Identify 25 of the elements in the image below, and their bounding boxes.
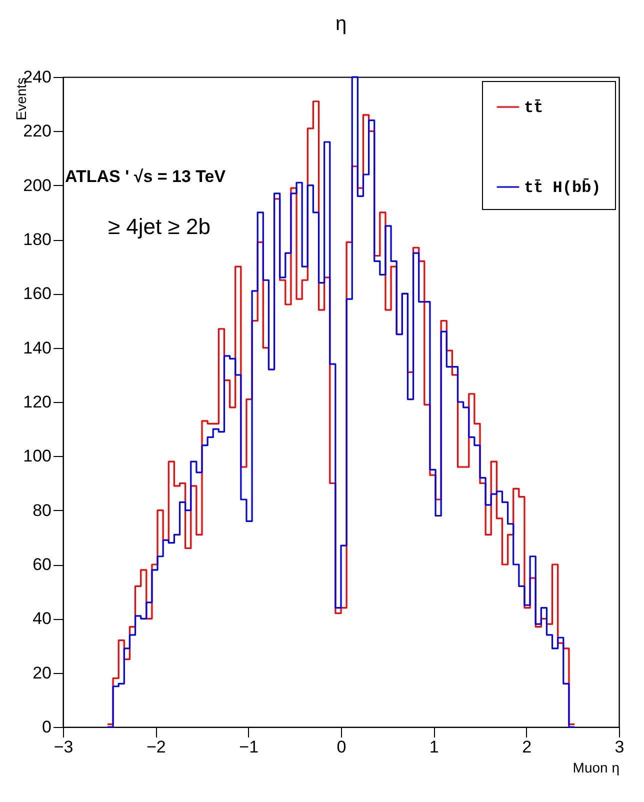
x-axis-title: Muon η — [572, 760, 620, 776]
x-tick-label: 1 — [429, 738, 439, 756]
y-tick-label: 100 — [23, 446, 52, 466]
legend-label: tt̄ H(bb̄) — [524, 178, 601, 197]
y-tick-label: 80 — [32, 500, 52, 520]
annotation: ATLAS ' √s = 13 TeV — [65, 167, 226, 186]
y-tick-label: 180 — [23, 230, 52, 249]
x-tick-label: 0 — [336, 738, 346, 756]
y-tick-label: 20 — [32, 663, 52, 682]
annotation: ≥ 4jet ≥ 2b — [108, 214, 210, 239]
y-tick-label: 160 — [23, 284, 52, 304]
y-tick-label: 120 — [23, 392, 52, 412]
x-tick-label: −1 — [239, 738, 259, 756]
x-tick-label: −3 — [54, 738, 74, 756]
y-tick-label: 140 — [23, 338, 52, 358]
chart-title: η — [335, 13, 347, 35]
y-tick-label: 200 — [23, 176, 52, 195]
y-tick-label: 60 — [32, 555, 52, 574]
x-tick-label: 2 — [522, 738, 532, 756]
y-tick-label: 40 — [32, 609, 52, 628]
y-tick-label: 0 — [42, 718, 52, 736]
legend-label: tt̄ — [524, 98, 544, 117]
x-tick-label: 3 — [614, 738, 624, 756]
y-tick-label: 220 — [23, 122, 52, 141]
x-tick-label: −2 — [146, 738, 166, 756]
